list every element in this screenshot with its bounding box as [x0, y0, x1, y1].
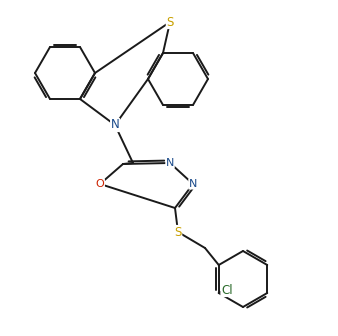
Text: S: S — [166, 15, 174, 29]
Text: O: O — [96, 179, 104, 189]
Text: N: N — [111, 119, 119, 131]
Text: Cl: Cl — [221, 284, 233, 296]
Text: N: N — [189, 179, 197, 189]
Text: N: N — [166, 158, 174, 168]
Text: S: S — [174, 225, 182, 239]
